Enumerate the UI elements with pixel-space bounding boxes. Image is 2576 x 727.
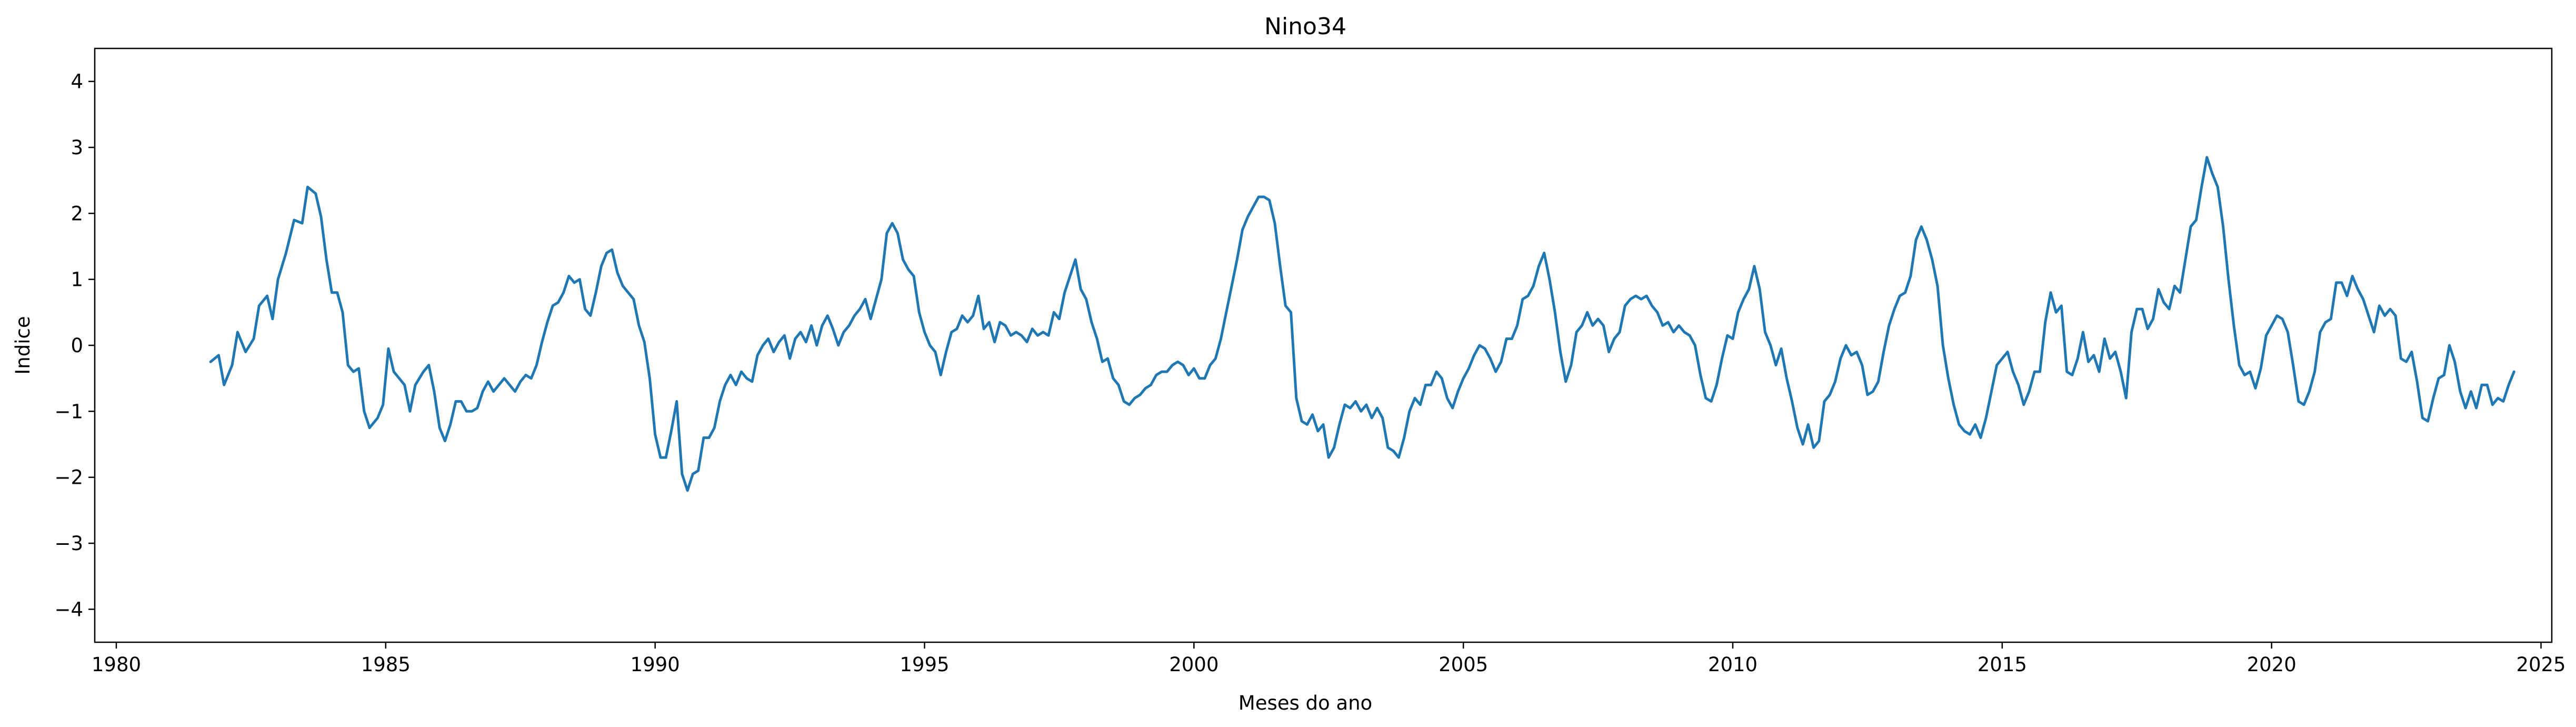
series-line (209, 156, 2515, 492)
plot-frame (94, 47, 2553, 643)
x-tick-label: 1985 (361, 653, 411, 676)
y-tick-label: 1 (71, 268, 83, 291)
x-tick-label: 1990 (631, 653, 680, 676)
x-tick-label: 2020 (2247, 653, 2297, 676)
chart-title: Nino34 (1264, 13, 1346, 40)
y-tick-label: −1 (54, 400, 83, 423)
x-tick-label: 1995 (900, 653, 949, 676)
y-tick-label: −2 (54, 466, 83, 489)
y-tick-label: 3 (71, 136, 83, 159)
y-tick-label: 4 (71, 71, 83, 93)
x-axis: 1980 1985 1990 1995 2000 2005 2010 2015 2020 2025 (92, 642, 2566, 676)
x-tick-label: 2010 (1708, 653, 1758, 676)
x-tick-label: 2025 (2516, 653, 2565, 676)
y-tick-label: 0 (71, 334, 83, 357)
x-tick-label: 2015 (1978, 653, 2027, 676)
y-axis: −4 −3 −2 −1 0 1 2 3 4 (54, 71, 95, 621)
x-tick-label: 2000 (1169, 653, 1219, 676)
y-tick-label: −4 (54, 598, 83, 621)
x-axis-label: Meses do ano (1239, 692, 1372, 714)
y-tick-label: −3 (54, 532, 83, 555)
x-tick-label: 1980 (92, 653, 141, 676)
y-tick-label: 2 (71, 202, 83, 225)
y-axis-label: Indice (12, 316, 34, 374)
plot-area (94, 47, 2553, 643)
x-tick-label: 2005 (1439, 653, 1488, 676)
